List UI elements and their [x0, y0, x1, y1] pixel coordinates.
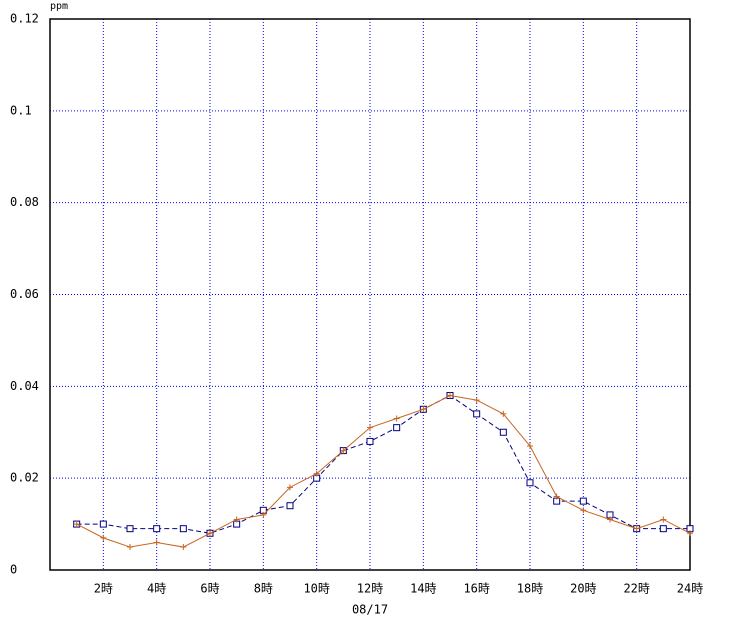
- y-tick-label: 0: [10, 563, 17, 577]
- x-tick-label: 10時: [303, 582, 329, 596]
- x-tick-label: 12時: [357, 582, 383, 596]
- x-tick-label: 18時: [517, 582, 543, 596]
- point-marker: [153, 539, 160, 546]
- point-marker: [660, 516, 667, 523]
- x-tick-label: 2時: [94, 582, 113, 596]
- x-tick-label: 8時: [254, 582, 273, 596]
- point-marker: [527, 443, 533, 450]
- point-marker: [580, 507, 587, 514]
- point-marker: [179, 525, 187, 533]
- point-marker: [420, 406, 427, 413]
- point-marker: [393, 415, 400, 422]
- plot-frame: [49, 18, 691, 571]
- x-tick-label: 6時: [200, 582, 219, 596]
- point-marker: [313, 470, 320, 477]
- series-line: [76, 394, 691, 548]
- point-marker: [393, 424, 401, 432]
- point-marker: [687, 530, 693, 537]
- point-marker: [127, 544, 133, 551]
- point-marker: [447, 392, 453, 399]
- x-tick-label: 22時: [623, 582, 649, 596]
- point-marker: [260, 511, 267, 518]
- x-tick-label: 16時: [463, 582, 489, 596]
- point-marker: [367, 424, 373, 431]
- y-tick-label: 0.1: [10, 103, 32, 117]
- x-tick-label: 4時: [147, 582, 166, 596]
- y-tick-label: 0.04: [10, 379, 39, 393]
- point-marker: [287, 484, 293, 491]
- point-marker: [500, 410, 507, 417]
- x-axis-label: 08/17: [352, 603, 388, 617]
- point-marker: [553, 493, 560, 500]
- point-marker: [100, 534, 107, 541]
- point-marker: [499, 428, 507, 436]
- x-tick-label: 14時: [410, 582, 436, 596]
- point-marker: [99, 520, 107, 528]
- point-marker: [286, 502, 294, 510]
- point-marker: [126, 525, 134, 533]
- y-tick-label: 0.12: [10, 12, 39, 26]
- x-tick-label: 24時: [677, 582, 703, 596]
- point-marker: [633, 525, 640, 532]
- point-marker: [659, 525, 667, 533]
- y-tick-label: 0.08: [10, 195, 39, 209]
- point-marker: [366, 437, 374, 445]
- series-line: [76, 394, 690, 534]
- point-marker: [340, 447, 347, 454]
- point-marker: [473, 410, 481, 418]
- y-tick-label: 0.06: [10, 287, 39, 301]
- point-marker: [473, 397, 480, 404]
- point-marker: [153, 525, 161, 533]
- y-unit: ppm: [50, 1, 68, 12]
- point-marker: [526, 479, 534, 487]
- point-marker: [607, 516, 613, 523]
- x-tick-label: 20時: [570, 582, 596, 596]
- point-marker: [233, 516, 240, 523]
- point-marker: [207, 530, 213, 537]
- point-marker: [180, 544, 187, 551]
- point-marker: [73, 521, 80, 528]
- point-marker: [579, 497, 587, 505]
- y-tick-label: 0.02: [10, 471, 39, 485]
